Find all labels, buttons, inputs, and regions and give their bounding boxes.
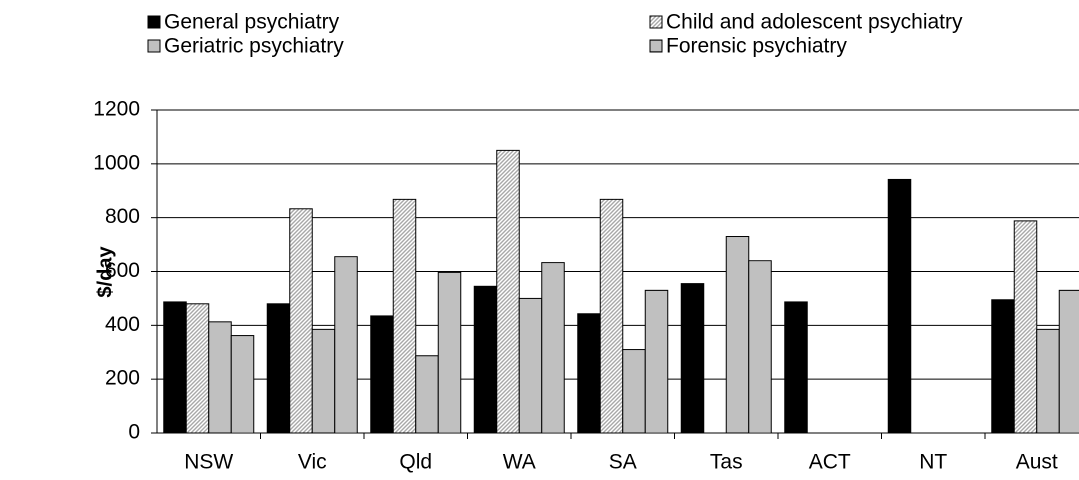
x-tick-label: Tas — [710, 451, 743, 474]
bar — [311, 328, 336, 434]
x-tick-label: SA — [609, 451, 637, 474]
x-tick-label: NSW — [184, 451, 233, 474]
bar — [370, 315, 394, 434]
bar — [887, 178, 912, 434]
legend-label: Geriatric psychiatry — [164, 35, 344, 58]
y-tick-label: 1200 — [93, 98, 140, 121]
bar — [518, 297, 543, 434]
bar — [599, 198, 624, 434]
legend-swatch — [147, 39, 161, 53]
x-tick-label: Qld — [399, 451, 432, 474]
bar — [334, 256, 358, 434]
bar — [644, 289, 669, 434]
legend-swatch — [649, 39, 663, 53]
y-tick-label: 200 — [105, 367, 140, 390]
bar — [266, 303, 291, 434]
bar — [680, 283, 705, 434]
bar — [473, 285, 498, 434]
bar — [784, 301, 808, 434]
y-tick-label: 400 — [105, 313, 140, 336]
x-tick-label: WA — [503, 451, 536, 474]
bar — [392, 198, 417, 434]
bar — [1013, 220, 1038, 434]
bar — [437, 271, 462, 434]
bar — [541, 262, 565, 434]
x-tick-label: ACT — [809, 451, 851, 474]
legend-swatch — [147, 15, 161, 29]
x-tick-label: NT — [919, 451, 947, 474]
x-tick-label: Aust — [1016, 451, 1058, 474]
y-tick-label: 800 — [105, 205, 140, 228]
bar — [208, 321, 232, 434]
bar — [415, 355, 439, 434]
legend-label: General psychiatry — [164, 11, 340, 34]
bar — [622, 349, 646, 434]
bar — [185, 303, 210, 434]
bar — [1058, 289, 1079, 434]
bar — [748, 260, 772, 434]
bar — [577, 313, 601, 434]
bar — [289, 208, 313, 434]
bar — [991, 299, 1015, 434]
x-tick-label: Vic — [298, 451, 327, 474]
bar — [230, 335, 255, 434]
legend-swatch — [649, 15, 663, 29]
bar — [1036, 328, 1060, 434]
legend-label: Forensic psychiatry — [666, 35, 847, 58]
y-tick-label: 600 — [105, 259, 140, 282]
bar — [163, 301, 187, 434]
y-axis-label: $/day — [94, 246, 116, 298]
y-tick-label: 0 — [128, 421, 140, 444]
legend-label: Child and adolescent psychiatry — [666, 11, 963, 34]
y-tick-label: 1000 — [93, 151, 140, 174]
bar — [496, 149, 520, 434]
bar — [725, 236, 750, 434]
